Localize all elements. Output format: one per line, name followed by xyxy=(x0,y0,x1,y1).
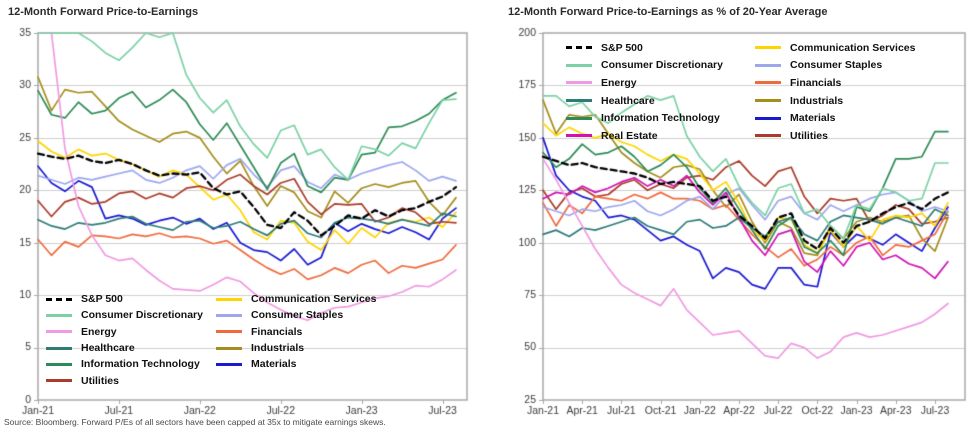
legend-item-consumer-discretionary: Consumer Discretionary xyxy=(566,57,723,75)
chart-forward-pe: 12-Month Forward Price-to-Earnings S&P 5… xyxy=(0,0,488,433)
legend-line-swatch xyxy=(566,46,592,50)
legend-line-swatch xyxy=(46,297,72,301)
legend-line-swatch xyxy=(216,313,242,317)
legend-line-swatch xyxy=(566,63,592,67)
legend-line-swatch xyxy=(755,46,781,50)
legend-item-financials: Financials xyxy=(216,324,376,340)
legend-item-materials: Materials xyxy=(755,109,915,127)
legend-item-energy: Energy xyxy=(46,324,203,340)
legend-column-1: S&P 500 Consumer Discretionary Energy Healt… xyxy=(566,39,723,145)
legend-item-consumer-discretionary: Consumer Discretionary xyxy=(46,307,203,323)
legend-line-swatch xyxy=(566,81,592,85)
legend-item-information-technology: Information Technology xyxy=(46,356,203,372)
legend-label: Industrials xyxy=(251,342,305,355)
legend-item-utilities: Utilities xyxy=(46,372,203,388)
legend-item-utilities: Utilities xyxy=(755,127,915,145)
legend-item-sandp-500: S&P 500 xyxy=(566,39,723,57)
legend-line-swatch xyxy=(46,346,72,350)
forward-pe-chart-canvas xyxy=(0,0,488,433)
legend-line-swatch xyxy=(566,134,592,138)
legend-label: Consumer Staples xyxy=(790,59,883,72)
legend-line-swatch xyxy=(755,81,781,85)
legend-label: Utilities xyxy=(81,374,119,387)
legend-item-real-estate: Real Estate xyxy=(566,127,723,145)
legend-item-consumer-staples: Consumer Staples xyxy=(755,57,915,75)
legend-column-1: S&P 500 Consumer Discretionary Energy Healt… xyxy=(46,291,203,389)
legend-label: Materials xyxy=(790,112,836,125)
legend-line-swatch xyxy=(216,362,242,366)
legend-label: Consumer Staples xyxy=(251,309,344,322)
legend-item-materials: Materials xyxy=(216,356,376,372)
legend-line-swatch xyxy=(46,379,72,383)
legend-line-swatch xyxy=(755,99,781,103)
legend-line-swatch xyxy=(46,313,72,317)
legend-line-swatch xyxy=(566,99,592,103)
legend-item-healthcare: Healthcare xyxy=(46,340,203,356)
legend-label: Energy xyxy=(81,325,117,338)
legend-label: Energy xyxy=(601,76,637,89)
legend-item-energy: Energy xyxy=(566,74,723,92)
legend-label: Communication Services xyxy=(251,293,377,306)
legend-column-2: Communication Services Consumer Staples Fi… xyxy=(216,291,376,372)
legend-item-communication-services: Communication Services xyxy=(755,39,915,57)
legend-label: S&P 500 xyxy=(601,41,643,54)
source-note: Source: Bloomberg. Forward P/Es of all s… xyxy=(4,417,386,427)
legend-line-swatch xyxy=(566,116,592,120)
legend-column-2: Communication Services Consumer Staples Fi… xyxy=(755,39,915,145)
legend-line-swatch xyxy=(216,297,242,301)
legend-item-communication-services: Communication Services xyxy=(216,291,376,307)
legend-label: Consumer Discretionary xyxy=(81,309,203,322)
legend-label: Financials xyxy=(790,76,842,89)
legend-label: Healthcare xyxy=(81,342,135,355)
legend-item-industrials: Industrials xyxy=(216,340,376,356)
legend-line-swatch xyxy=(216,330,242,334)
legend-item-financials: Financials xyxy=(755,74,915,92)
legend-label: Industrials xyxy=(790,94,844,107)
legend-line-swatch xyxy=(755,134,781,138)
legend-label: Information Technology xyxy=(601,112,720,125)
legend-line-swatch xyxy=(755,116,781,120)
legend-label: Healthcare xyxy=(601,94,655,107)
legend-line-swatch xyxy=(216,346,242,350)
legend-item-sandp-500: S&P 500 xyxy=(46,291,203,307)
legend-line-swatch xyxy=(46,362,72,366)
legend-label: Materials xyxy=(251,358,297,371)
forward-pe-pct-chart-canvas xyxy=(488,0,976,433)
legend-line-swatch xyxy=(755,63,781,67)
legend-item-consumer-staples: Consumer Staples xyxy=(216,307,376,323)
legend-label: Financials xyxy=(251,325,303,338)
legend-line-swatch xyxy=(46,330,72,334)
chart-forward-pe-pct-average: 12-Month Forward Price-to-Earnings as % … xyxy=(488,0,976,433)
legend-item-healthcare: Healthcare xyxy=(566,92,723,110)
legend-label: Utilities xyxy=(790,129,828,142)
legend-label: Information Technology xyxy=(81,358,200,371)
legend-label: S&P 500 xyxy=(81,293,123,306)
legend-label: Consumer Discretionary xyxy=(601,59,723,72)
legend-label: Real Estate xyxy=(601,129,658,142)
legend-item-industrials: Industrials xyxy=(755,92,915,110)
legend-item-information-technology: Information Technology xyxy=(566,109,723,127)
legend-label: Communication Services xyxy=(790,41,916,54)
